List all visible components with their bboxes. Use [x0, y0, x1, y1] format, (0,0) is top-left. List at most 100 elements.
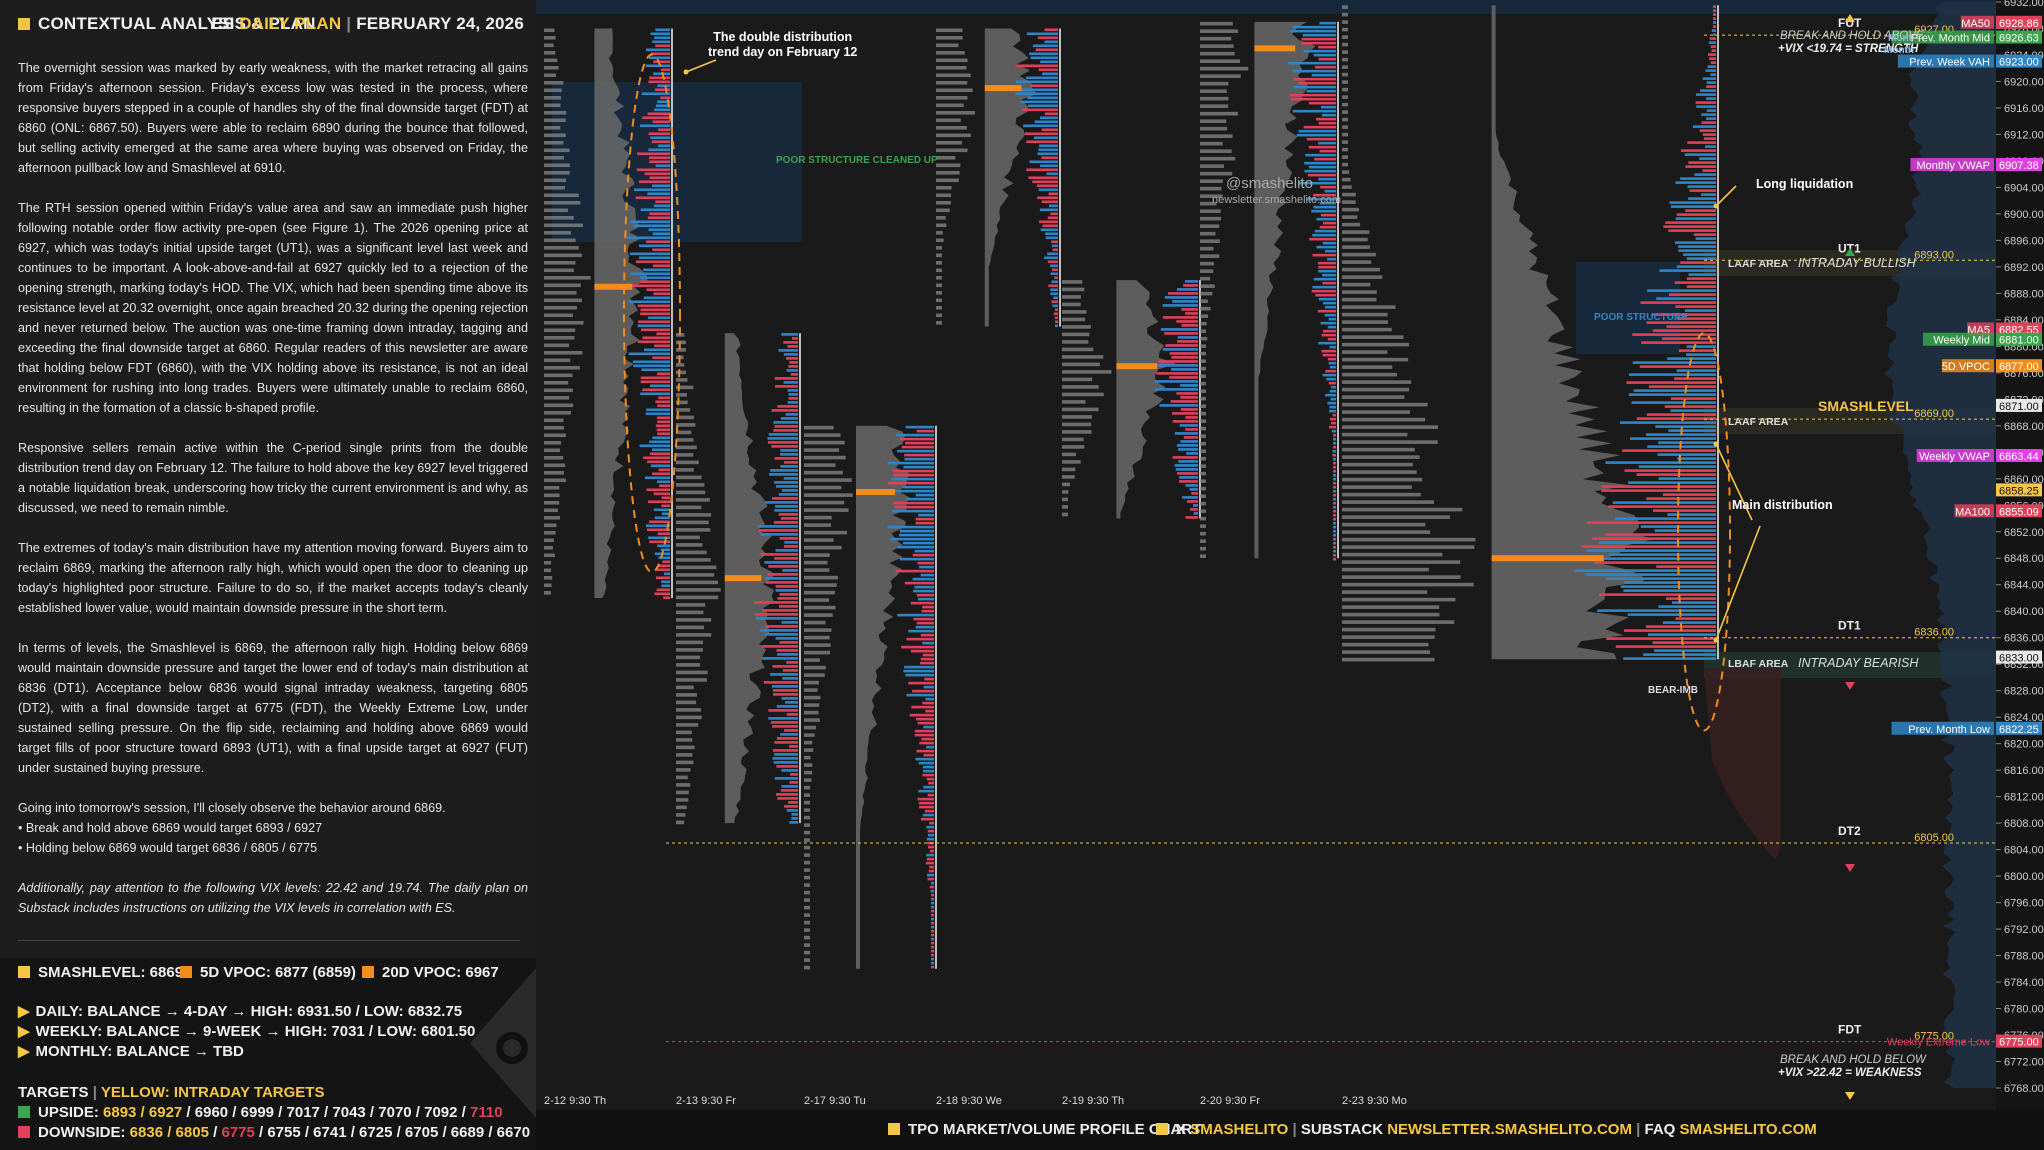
partial-mont-label: Mont — [1888, 33, 1912, 44]
tag-text: 5D VPOC — [1942, 361, 1990, 373]
instrument: ES — [211, 14, 235, 33]
axis-tick-label: 6772.00 — [2004, 1057, 2044, 1069]
axis-tick-label: 6916.00 — [2004, 103, 2044, 115]
poor-structure-cleaned-label: POOR STRUCTURE CLEANED UP — [776, 155, 938, 166]
bullet: • Break and hold above 6869 would target… — [18, 821, 323, 835]
poc-bar — [1491, 555, 1604, 562]
target-triangle — [1845, 1092, 1855, 1100]
plan-label: DAILY PLAN — [239, 14, 342, 33]
session-profile — [1062, 280, 1201, 519]
axis-value-pill — [1996, 449, 2042, 463]
axis-tick-label: 6868.00 — [2004, 421, 2044, 433]
tag-pill — [1954, 504, 1994, 518]
session-label: 2-17 9:30 Tu — [804, 1095, 866, 1107]
tag-pill — [1891, 721, 1994, 735]
axis-tick-label: 6796.00 — [2004, 898, 2044, 910]
poc-bar — [724, 575, 762, 582]
laaf-label: LAAF AREA — [1728, 258, 1789, 270]
axis-value-text: 6858.25 — [1999, 485, 2039, 497]
session-label: 2-23 9:30 Mo — [1342, 1095, 1407, 1107]
tag-text: MA100 — [1955, 506, 1990, 518]
axis-value-pill — [1996, 650, 2042, 664]
axis-value-text: 6877.00 — [1999, 361, 2039, 373]
annotation-arrow — [1715, 443, 1753, 521]
target-triangle — [1845, 682, 1855, 690]
intraday-bearish-label: INTRADAY BEARISH — [1798, 656, 1919, 670]
arrow-head — [1713, 203, 1719, 209]
level-value: 6869.00 — [1914, 408, 1954, 420]
tag-text: Monthly VWAP — [1916, 160, 1990, 172]
tag-text: Prev. Month Low — [1908, 724, 1990, 736]
level-name: DT1 — [1838, 619, 1861, 633]
session-profile — [936, 28, 1061, 328]
axis-tick-label: 6820.00 — [2004, 739, 2044, 751]
axis-value-pill — [1996, 504, 2042, 518]
axis-tick-label: 6904.00 — [2004, 182, 2044, 194]
axis-value-pill — [1996, 721, 2042, 735]
axis-value-text: 6822.25 — [1999, 724, 2039, 736]
target-triangle — [1845, 864, 1855, 872]
annotation-arrow — [1715, 185, 1737, 207]
downside-targets: DOWNSIDE: 6836 / 6805 / 6775 / 6755 / 67… — [18, 1124, 530, 1141]
axis-tick-label: 6800.00 — [2004, 871, 2044, 883]
bear-imbalance — [1704, 668, 1781, 860]
annotation-arrow — [685, 59, 717, 73]
axis-value-text: 6833.00 — [1999, 653, 2039, 665]
footer-chart-label: TPO MARKET/VOLUME PROFILE CHART — [888, 1121, 1201, 1138]
header-right: ES DAILY PLAN | FEBRUARY 24, 2026 — [211, 14, 524, 33]
axis-tick-label: 6852.00 — [2004, 527, 2044, 539]
axis-tick-label: 6888.00 — [2004, 288, 2044, 300]
tag-pill — [1941, 359, 1994, 373]
axis-value-pill — [1996, 1034, 2042, 1048]
level-name: FUT — [1838, 16, 1862, 30]
session-label: 2-20 9:30 Fr — [1200, 1095, 1260, 1107]
session-profile — [544, 28, 673, 600]
footer: TPO MARKET/VOLUME PROFILE CHART X SMASHE… — [536, 1110, 2044, 1150]
tag-text: Prev. Month Mid — [1911, 33, 1990, 45]
vix-note: Additionally, pay attention to the follo… — [18, 881, 528, 915]
level-value: 6836.00 — [1914, 627, 1954, 639]
axis-value-pill — [1996, 483, 2042, 497]
level-value: 6893.00 — [1914, 249, 1954, 261]
axis-tick-label: 6784.00 — [2004, 977, 2044, 989]
axis-value-pill — [1996, 398, 2042, 412]
break-hold-below: BREAK AND HOLD BELOW — [1780, 1054, 1926, 1066]
tag-text: MA50 — [1961, 18, 1990, 30]
axis-value-text: 6928.86 — [1999, 18, 2039, 30]
session-label: 2-13 9:30 Fr — [676, 1095, 736, 1107]
divider — [18, 940, 520, 941]
level-value: 6805.00 — [1914, 832, 1954, 844]
axis-tick-label: 6848.00 — [2004, 553, 2044, 565]
axis-tick-label: 6780.00 — [2004, 1004, 2044, 1016]
level-name: SMASHLEVEL — [1818, 398, 1914, 414]
target-triangle — [1845, 14, 1855, 22]
targets-header: TARGETS | YELLOW: INTRADAY TARGETS — [18, 1084, 325, 1101]
axis-tick-label: 6768.00 — [2004, 1083, 2044, 1095]
axis-tick-label: 6900.00 — [2004, 209, 2044, 221]
poc-bar — [984, 85, 1022, 92]
axis-tick-label: 6836.00 — [2004, 633, 2044, 645]
paragraph: The RTH session opened within Friday's v… — [18, 201, 528, 415]
poc-bar — [1254, 45, 1296, 52]
session-profile — [804, 425, 937, 970]
tpo-chart: FUT 6927.00 UT1 6893.00 SMASHLEVEL 6869.00 DT1… — [536, 0, 1996, 1110]
axis-tick-label: 6844.00 — [2004, 580, 2044, 592]
decorative-logo — [470, 968, 536, 1118]
tag-pill — [1967, 322, 1994, 336]
axis-tick-label: 6860.00 — [2004, 474, 2044, 486]
axis-value-text: 6926.63 — [1999, 33, 2039, 45]
long-liquidation-note: Long liquidation — [1756, 177, 1854, 191]
break-hold-above: BREAK AND HOLD ABOVE — [1780, 30, 1924, 42]
panel-header: CONTEXTUAL ANALYSIS & PLAN ES DAILY PLAN… — [18, 14, 524, 42]
vpoc20d-summary: 20D VPOC: 6967 — [362, 964, 499, 981]
weekly-balance: ▶ WEEKLY: BALANCE → 9-WEEK → HIGH: 7031 /… — [18, 1023, 476, 1040]
intraday-bullish-label: INTRADAY BULLISH — [1798, 256, 1916, 270]
session-profile — [1200, 21, 1339, 561]
main-distribution-note: Main distribution — [1732, 498, 1833, 512]
tag-pill — [1916, 449, 1994, 463]
axis-value-pill — [1996, 332, 2042, 346]
poor-structure-label: POOR STRUCTURE — [1594, 312, 1688, 323]
axis-tick-label: 6892.00 — [2004, 262, 2044, 274]
arrow-head — [1713, 637, 1719, 643]
distribution-highlight — [623, 53, 681, 574]
